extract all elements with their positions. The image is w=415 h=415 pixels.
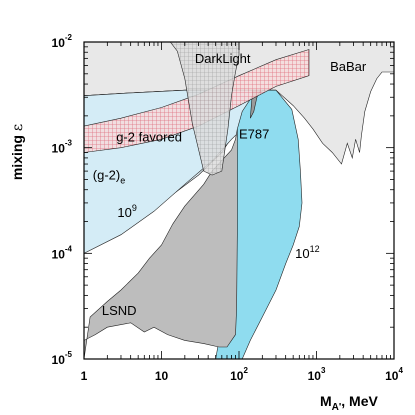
y-axis-title: mixing ε bbox=[9, 124, 26, 180]
y-tick-label: 10-4 bbox=[52, 244, 73, 261]
y-axis-title-main: mixing bbox=[9, 131, 25, 180]
region-label-g-2-favored: g-2 favored bbox=[116, 129, 182, 144]
region-darklight bbox=[169, 42, 240, 176]
x-tick-label: 103 bbox=[308, 366, 326, 383]
region-label-10-9: 109 bbox=[117, 203, 136, 220]
x-axis-title-unit: , MeV bbox=[341, 393, 378, 409]
y-tick-label: 10-3 bbox=[52, 139, 73, 156]
region-lsnd bbox=[84, 129, 238, 359]
region-label-10-12: 1012 bbox=[295, 244, 319, 261]
x-tick-label: 104 bbox=[385, 366, 403, 383]
region-label-babar: BaBar bbox=[330, 59, 367, 74]
y-tick-label: 10-5 bbox=[52, 350, 73, 367]
region-label-lsnd: LSND bbox=[102, 303, 137, 318]
x-axis-title-sub: A' bbox=[332, 402, 342, 413]
x-tick-label: 1 bbox=[81, 369, 88, 383]
exclusion-regions bbox=[84, 42, 394, 359]
region-label-darklight: DarkLight bbox=[195, 51, 251, 66]
x-axis-title-main: M bbox=[320, 393, 332, 409]
y-tick-label: 10-2 bbox=[52, 33, 73, 50]
y-axis-title-symbol: ε bbox=[10, 124, 26, 131]
region-labels: DarkLight BaBar g-2 favored E787 (g-2)e 109 10… bbox=[93, 51, 367, 318]
x-axis-title: MA', MeV bbox=[320, 393, 379, 413]
x-tick-label: 102 bbox=[230, 366, 248, 383]
axis-ticks: 1 10 102 103 104 10-2 10-3 10-4 10-5 bbox=[52, 33, 404, 383]
region-label-e787: E787 bbox=[239, 127, 269, 142]
x-tick-label: 10 bbox=[155, 369, 169, 383]
region-label-g-2-e: (g-2)e bbox=[93, 168, 125, 186]
